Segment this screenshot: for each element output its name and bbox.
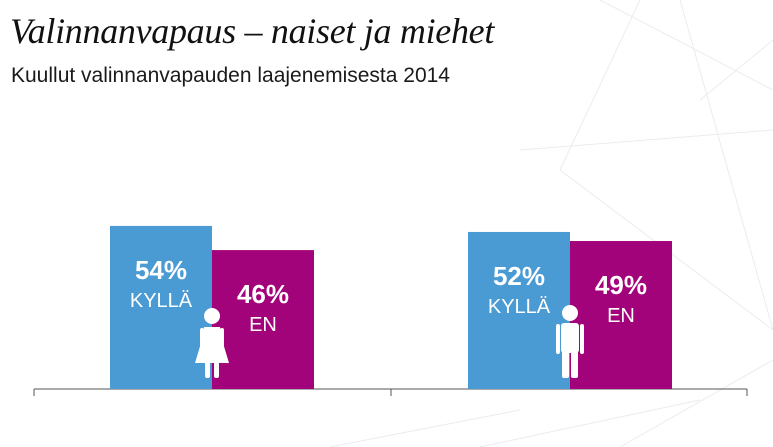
bar-value-label: 54% — [135, 255, 187, 285]
chart-subtitle: Kuullut valinnanvapauden laajenemisesta … — [11, 64, 450, 87]
bar-series-label: KYLLÄ — [130, 290, 193, 312]
bar-en-naiset — [212, 250, 314, 389]
bar-series-label: EN — [607, 305, 635, 327]
male-figure-icon — [556, 305, 584, 378]
bar-value-label: 46% — [237, 279, 289, 309]
bar-kylla-naiset — [110, 225, 212, 389]
bar-kylla-miehet — [468, 231, 570, 389]
bar-value-label: 52% — [493, 261, 545, 291]
bar-value-label: 49% — [595, 270, 647, 300]
bar-en-miehet — [570, 241, 672, 389]
bar-series-label: KYLLÄ — [488, 296, 551, 318]
female-figure-icon — [195, 308, 229, 378]
chart-title: Valinnanvapaus – naiset ja miehet — [10, 11, 495, 51]
bar-series-label: EN — [249, 314, 277, 336]
